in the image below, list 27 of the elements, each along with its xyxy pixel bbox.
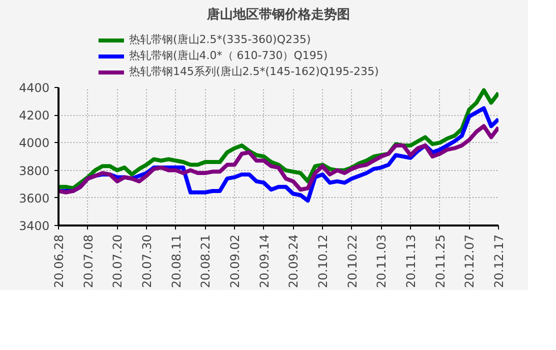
x-tick-label: 20.09.24: [286, 234, 301, 288]
y-tick-label: 3400: [18, 219, 50, 233]
legend-label: 热轧带钢145系列(唐山2.5*(145-162)Q195-235): [129, 64, 379, 79]
x-tick-label: 20.10.22: [345, 234, 360, 288]
legend-label: 热轧带钢(唐山4.0*（ 610-730）Q195): [129, 48, 328, 63]
y-tick-label: 4200: [18, 108, 50, 123]
x-tick-label: 20.11.25: [433, 234, 448, 288]
x-tick-label: 20.06.28: [52, 234, 66, 288]
x-tick-label: 20.12.17: [492, 234, 506, 288]
y-tick-label: 3800: [18, 164, 50, 178]
x-tick-label: 20.09.14: [257, 234, 272, 288]
x-tick-label: 20.07.08: [81, 234, 96, 288]
x-tick-label: 20.09.02: [228, 234, 242, 288]
x-tick-label: 20.12.07: [462, 234, 477, 288]
x-tick-label: 20.07.30: [140, 234, 154, 288]
chart-title: 唐山地区带钢价格走势图: [206, 6, 350, 22]
x-tick-label: 20.08.21: [198, 234, 213, 288]
y-tick-label: 4400: [18, 81, 50, 95]
x-tick-label: 20.07.20: [110, 234, 125, 288]
x-tick-label: 20.10.12: [316, 234, 330, 288]
x-tick-label: 20.08.11: [169, 234, 184, 288]
x-tick-label: 20.11.03: [374, 234, 389, 288]
line-series: [58, 124, 498, 194]
legend-label: 热轧带钢(唐山2.5*(335-360)Q235): [129, 32, 311, 47]
y-tick-label: 3600: [18, 191, 50, 206]
x-tick-label: 20.11.13: [404, 234, 418, 288]
y-tick-label: 4000: [18, 136, 50, 150]
